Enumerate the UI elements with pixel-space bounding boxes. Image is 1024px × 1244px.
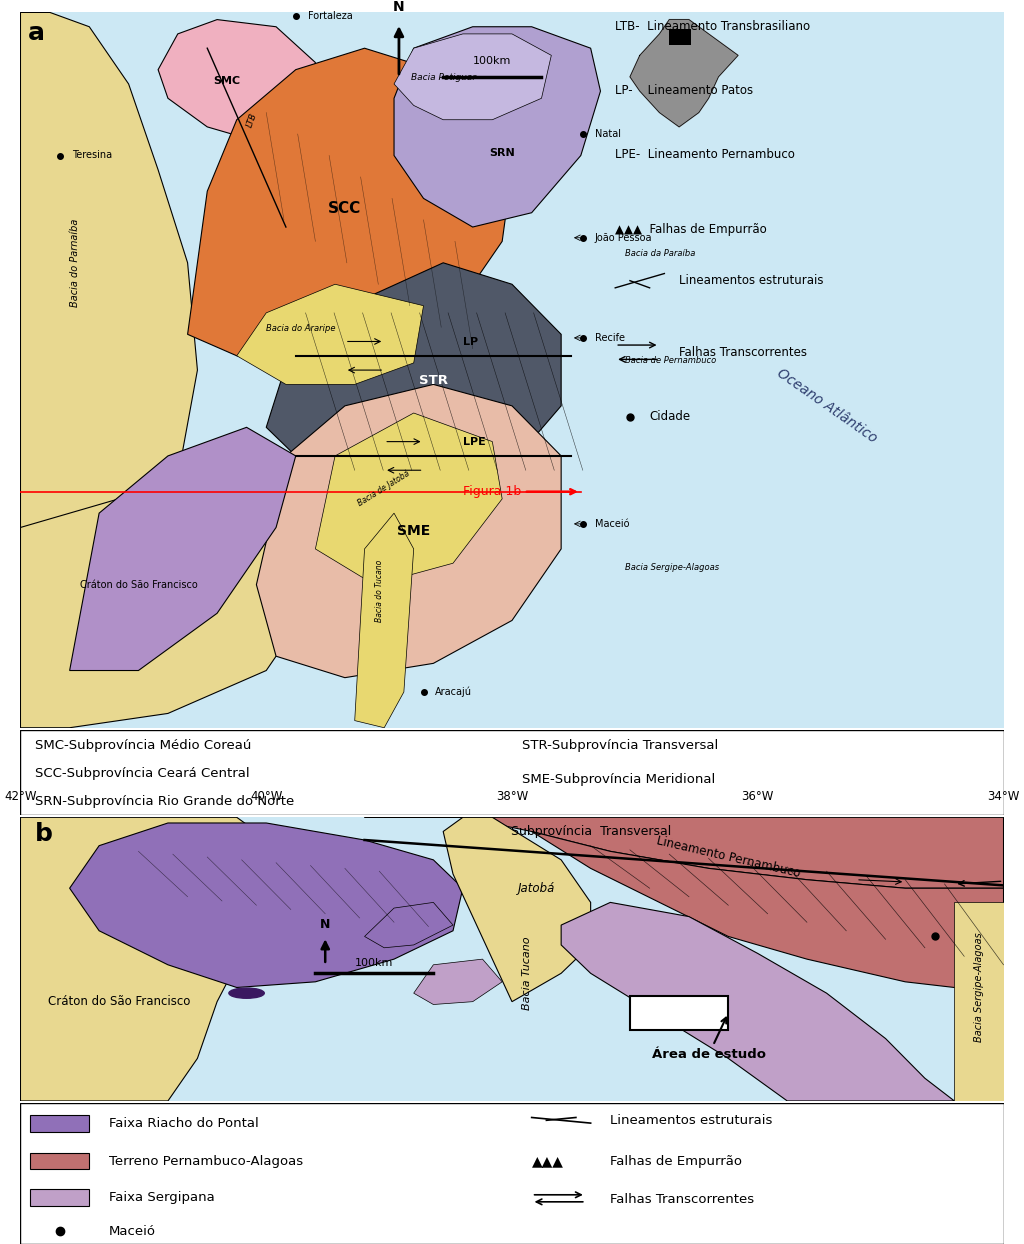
Text: Subprovíncia  Transversal: Subprovíncia Transversal — [511, 825, 671, 838]
Polygon shape — [394, 27, 600, 226]
Text: LP: LP — [463, 337, 478, 347]
Polygon shape — [354, 513, 414, 728]
Polygon shape — [365, 817, 1004, 888]
Polygon shape — [266, 262, 561, 485]
Text: ▲▲▲  Falhas de Empurrão: ▲▲▲ Falhas de Empurrão — [615, 224, 767, 236]
Polygon shape — [561, 902, 954, 1101]
Text: STR-Subprovíncia Transversal: STR-Subprovíncia Transversal — [522, 739, 718, 751]
Text: Bacia do Araripe: Bacia do Araripe — [266, 323, 336, 332]
Text: João Pessoa: João Pessoa — [595, 233, 652, 243]
Text: Oceano Atlântico: Oceano Atlântico — [774, 366, 880, 445]
Text: Falhas de Empurrão: Falhas de Empurrão — [610, 1154, 742, 1168]
Text: a: a — [29, 21, 45, 45]
Polygon shape — [70, 428, 296, 671]
Text: SRN: SRN — [489, 148, 515, 158]
Polygon shape — [365, 902, 453, 948]
Polygon shape — [954, 902, 1004, 1101]
Polygon shape — [394, 34, 551, 119]
Text: 40°W: 40°W — [250, 790, 283, 804]
Text: ▲▲▲: ▲▲▲ — [531, 1154, 563, 1168]
Polygon shape — [531, 831, 1004, 993]
Polygon shape — [20, 12, 198, 671]
Text: LTB: LTB — [245, 112, 258, 129]
Text: SMC-Subprovíncia Médio Coreaú: SMC-Subprovíncia Médio Coreaú — [35, 739, 252, 751]
Text: SMC: SMC — [213, 76, 241, 86]
Text: Falhas Transcorrentes: Falhas Transcorrentes — [679, 346, 807, 358]
Text: Cráton do São Francisco: Cráton do São Francisco — [47, 995, 190, 1008]
Text: Bacia Potiguar: Bacia Potiguar — [411, 73, 476, 82]
Text: Teresina: Teresina — [72, 151, 112, 160]
Polygon shape — [256, 384, 561, 678]
Text: Cidade: Cidade — [649, 411, 691, 423]
Text: Bacia da Paraíba: Bacia da Paraíba — [625, 249, 695, 258]
Text: SME-Subprovíncia Meridional: SME-Subprovíncia Meridional — [522, 773, 715, 786]
Polygon shape — [414, 959, 502, 1004]
Text: 42°W: 42°W — [4, 790, 37, 804]
Text: Falhas Transcorrentes: Falhas Transcorrentes — [610, 1193, 755, 1205]
Text: LPE-  Lineamento Pernambuco: LPE- Lineamento Pernambuco — [615, 148, 795, 162]
Text: Área de estudo: Área de estudo — [651, 1018, 766, 1061]
Text: Faixa Riacho do Pontal: Faixa Riacho do Pontal — [109, 1117, 259, 1130]
Text: Cráton do São Francisco: Cráton do São Francisco — [80, 580, 198, 590]
Text: 100km: 100km — [355, 958, 393, 968]
Text: Lineamentos estruturais: Lineamentos estruturais — [610, 1113, 773, 1127]
Text: 36°W: 36°W — [741, 790, 774, 804]
Text: SRN-Subprovíncia Rio Grande do Norte: SRN-Subprovíncia Rio Grande do Norte — [35, 795, 295, 807]
Polygon shape — [187, 49, 512, 371]
Polygon shape — [630, 20, 738, 127]
Text: Recife: Recife — [595, 333, 625, 343]
Text: Jatobá: Jatobá — [518, 882, 555, 894]
Text: N: N — [393, 0, 404, 14]
Text: LPE: LPE — [463, 437, 485, 447]
Text: Maceió: Maceió — [595, 519, 629, 529]
Polygon shape — [237, 284, 424, 384]
Text: Natal: Natal — [595, 129, 621, 139]
Text: Bacia Sergipe-Alagoas: Bacia Sergipe-Alagoas — [974, 933, 984, 1042]
Text: Lineamentos estruturais: Lineamentos estruturais — [679, 274, 823, 287]
Text: Bacia de Pernambuco: Bacia de Pernambuco — [625, 356, 717, 364]
Bar — [630, 996, 728, 1030]
Text: Figura 1b: Figura 1b — [463, 485, 575, 498]
Text: SME: SME — [397, 524, 430, 537]
Text: 34°W: 34°W — [987, 790, 1020, 804]
Text: Bacia do Parnaíba: Bacia do Parnaíba — [70, 219, 80, 307]
Text: Bacia de Jatobá: Bacia de Jatobá — [356, 469, 412, 508]
Text: LTB-  Lineamento Transbrasiliano: LTB- Lineamento Transbrasiliano — [615, 20, 810, 32]
Bar — [31, 1153, 89, 1169]
Polygon shape — [70, 824, 463, 988]
Text: Faixa Sergipana: Faixa Sergipana — [109, 1191, 215, 1204]
Polygon shape — [443, 817, 591, 1001]
Bar — [31, 1189, 89, 1205]
Text: Bacia do Tucano: Bacia do Tucano — [375, 560, 384, 622]
Polygon shape — [20, 817, 296, 1101]
Polygon shape — [20, 457, 335, 728]
Text: b: b — [35, 822, 53, 846]
Bar — [31, 1115, 89, 1132]
Text: N: N — [321, 918, 331, 931]
Text: Bacia Tucano: Bacia Tucano — [522, 937, 531, 1010]
Text: SCC-Subprovíncia Ceará Central: SCC-Subprovíncia Ceará Central — [35, 766, 250, 780]
Text: Maceió: Maceió — [109, 1225, 156, 1238]
Text: Aracajú: Aracajú — [435, 687, 472, 697]
Bar — [670, 29, 691, 45]
Text: 38°W: 38°W — [496, 790, 528, 804]
Polygon shape — [158, 20, 315, 141]
Text: Fortaleza: Fortaleza — [307, 11, 352, 21]
Text: SCC: SCC — [329, 200, 361, 215]
Text: Lineamento Pernambuco: Lineamento Pernambuco — [655, 835, 802, 880]
Text: LP-    Lineamento Patos: LP- Lineamento Patos — [615, 85, 754, 97]
Text: STR: STR — [419, 374, 447, 387]
Text: Terreno Pernambuco-Alagoas: Terreno Pernambuco-Alagoas — [109, 1154, 303, 1168]
Polygon shape — [315, 413, 502, 585]
Circle shape — [229, 988, 264, 998]
Text: Bacia Sergipe-Alagoas: Bacia Sergipe-Alagoas — [625, 564, 719, 572]
Text: 100km: 100km — [473, 56, 512, 66]
